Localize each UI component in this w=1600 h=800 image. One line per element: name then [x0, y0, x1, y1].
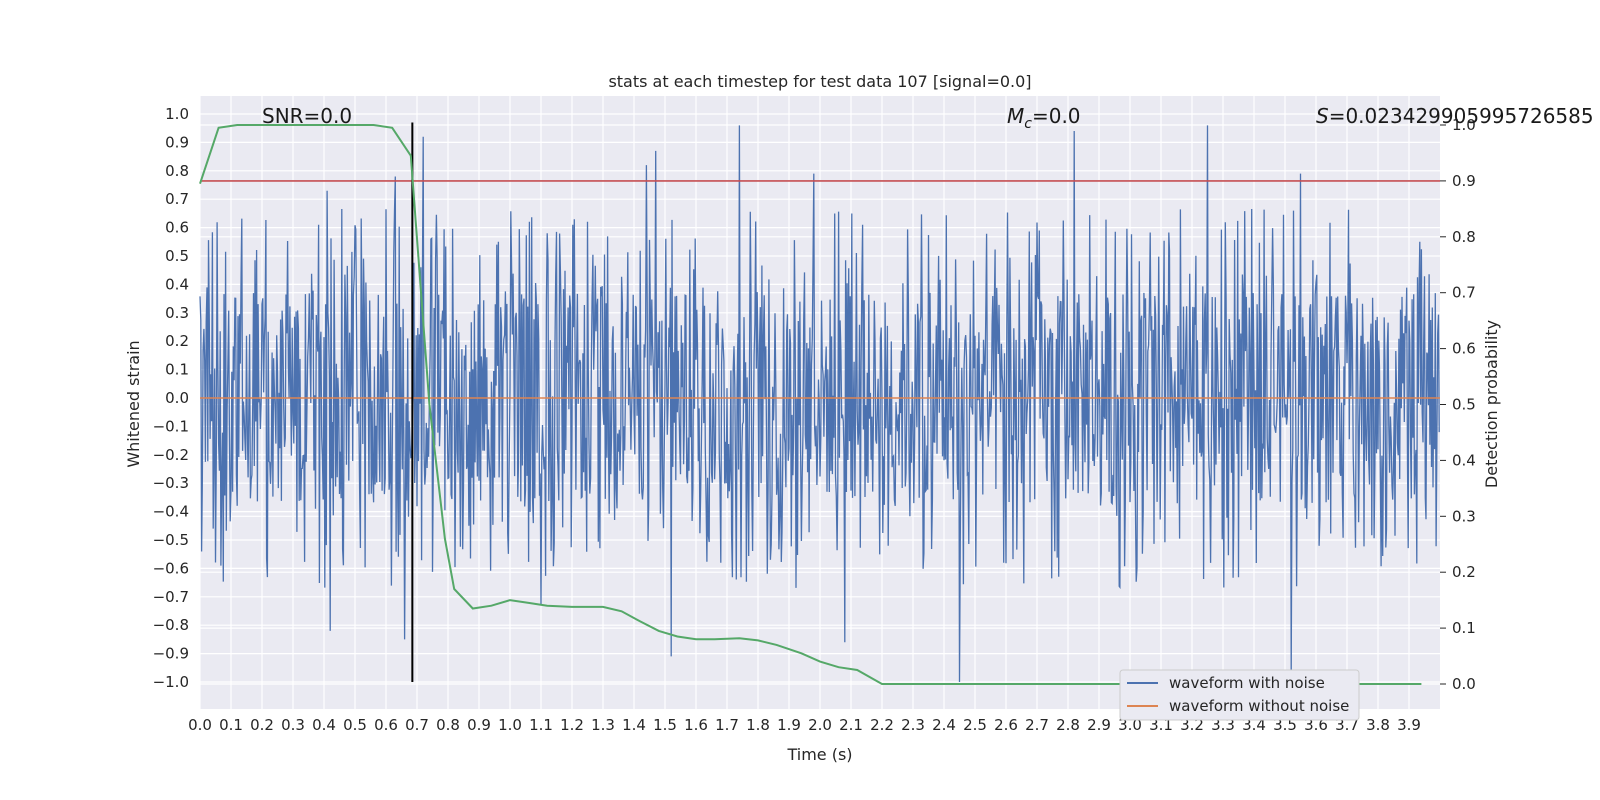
y2-tick-label: 0.7	[1452, 284, 1476, 302]
x-tick-label: 0.6	[374, 716, 398, 734]
y2-axis-label: Detection probability	[1482, 320, 1501, 488]
y-tick-label: −0.3	[153, 474, 189, 492]
legend-label-clean: waveform without noise	[1169, 697, 1349, 715]
s-annotation: S=0.023429905995726585	[1316, 104, 1594, 128]
y-tick-label: −0.6	[153, 559, 189, 577]
y-tick-label: −0.9	[153, 645, 189, 663]
y2-tick-label: 0.2	[1452, 563, 1476, 581]
x-tick-label: 1.5	[653, 716, 677, 734]
y-axis-ticks: 1.0 0.9 0.8 0.7 0.6 0.5 0.4 0.3 0.2 0.1 0.0 −0.1 −0.…	[153, 105, 189, 691]
x-axis-label: Time (s)	[786, 745, 852, 764]
x-tick-label: 2.6	[994, 716, 1018, 734]
x-tick-label: 2.7	[1025, 716, 1049, 734]
y-tick-label: −0.7	[153, 588, 189, 606]
y2-tick-label: 0.3	[1452, 507, 1476, 525]
legend-box	[1119, 669, 1360, 721]
x-tick-label: 2.0	[808, 716, 832, 734]
y-tick-label: 0.2	[165, 332, 189, 350]
y-tick-label: −0.5	[153, 531, 189, 549]
x-tick-label: 0.1	[219, 716, 243, 734]
x-tick-label: 0.3	[281, 716, 305, 734]
x-tick-label: 0.2	[250, 716, 274, 734]
y-tick-label: 0.4	[165, 275, 189, 293]
y2-tick-label: 0.0	[1452, 675, 1476, 693]
x-tick-label: 3.9	[1397, 716, 1421, 734]
detection-probability-line	[199, 124, 1422, 685]
x-tick-label: 1.9	[777, 716, 801, 734]
legend-label-noise: waveform with noise	[1169, 674, 1325, 692]
y-tick-label: 0.8	[165, 162, 189, 180]
x-tick-label: 0.7	[405, 716, 429, 734]
snr-annotation: SNR=0.0	[262, 104, 352, 128]
y-axis-label: Whitened strain	[124, 340, 143, 467]
x-tick-label: 0.4	[312, 716, 336, 734]
x-tick-label: 1.3	[591, 716, 615, 734]
x-tick-label: 0.9	[467, 716, 491, 734]
y-tick-label: −1.0	[153, 673, 189, 691]
y-tick-label: 0.7	[165, 190, 189, 208]
y2-tick-label: 0.4	[1452, 451, 1476, 469]
y2-tick-label: 1.0	[1452, 116, 1476, 134]
chart-title: stats at each timestep for test data 107…	[608, 72, 1031, 91]
y-tick-label: 0.9	[165, 133, 189, 151]
y2-tick-label: 0.1	[1452, 619, 1476, 637]
x-tick-label: 1.1	[529, 716, 553, 734]
x-tick-label: 2.3	[901, 716, 925, 734]
legend: waveform with noise waveform without noi…	[1119, 669, 1360, 721]
y2-tick-label: 0.8	[1452, 228, 1476, 246]
y-tick-label: 0.6	[165, 219, 189, 237]
y2-tick-label: 0.5	[1452, 396, 1476, 414]
x-tick-label: 2.1	[839, 716, 863, 734]
y-tick-label: −0.1	[153, 417, 189, 435]
y-tick-label: −0.8	[153, 616, 189, 634]
mc-annotation: Mc=0.0	[1007, 104, 1081, 132]
y-tick-label: 1.0	[165, 105, 189, 123]
noise-waveform-line	[199, 125, 1440, 683]
y-tick-label: 0.3	[165, 304, 189, 322]
x-tick-label: 1.6	[684, 716, 708, 734]
x-tick-label: 1.2	[560, 716, 584, 734]
x-tick-label: 2.8	[1056, 716, 1080, 734]
y2-tick-label: 0.9	[1452, 172, 1476, 190]
series-detection-probability	[199, 124, 1422, 685]
y-tick-label: 0.0	[165, 389, 189, 407]
x-tick-label: 1.0	[498, 716, 522, 734]
y-tick-label: −0.4	[153, 503, 189, 521]
x-tick-label: 2.5	[963, 716, 987, 734]
x-tick-label: 1.7	[715, 716, 739, 734]
series-waveform-with-noise	[199, 125, 1440, 683]
x-tick-label: 1.4	[622, 716, 646, 734]
x-tick-label: 0.0	[188, 716, 212, 734]
x-tick-label: 2.9	[1087, 716, 1111, 734]
x-tick-label: 2.4	[932, 716, 956, 734]
x-tick-label: 2.2	[870, 716, 894, 734]
y2-tick-label: 0.6	[1452, 340, 1476, 358]
x-tick-label: 0.5	[343, 716, 367, 734]
y-tick-label: −0.2	[153, 446, 189, 464]
y-tick-label: 0.5	[165, 247, 189, 265]
x-tick-label: 1.8	[746, 716, 770, 734]
y-tick-label: 0.1	[165, 361, 189, 379]
x-tick-label: 3.8	[1366, 716, 1390, 734]
x-tick-label: 0.8	[436, 716, 460, 734]
y2-axis-ticks: 1.0 0.9 0.8 0.7 0.6 0.5 0.4 0.3 0.2 0.1 0.0	[1440, 116, 1476, 693]
